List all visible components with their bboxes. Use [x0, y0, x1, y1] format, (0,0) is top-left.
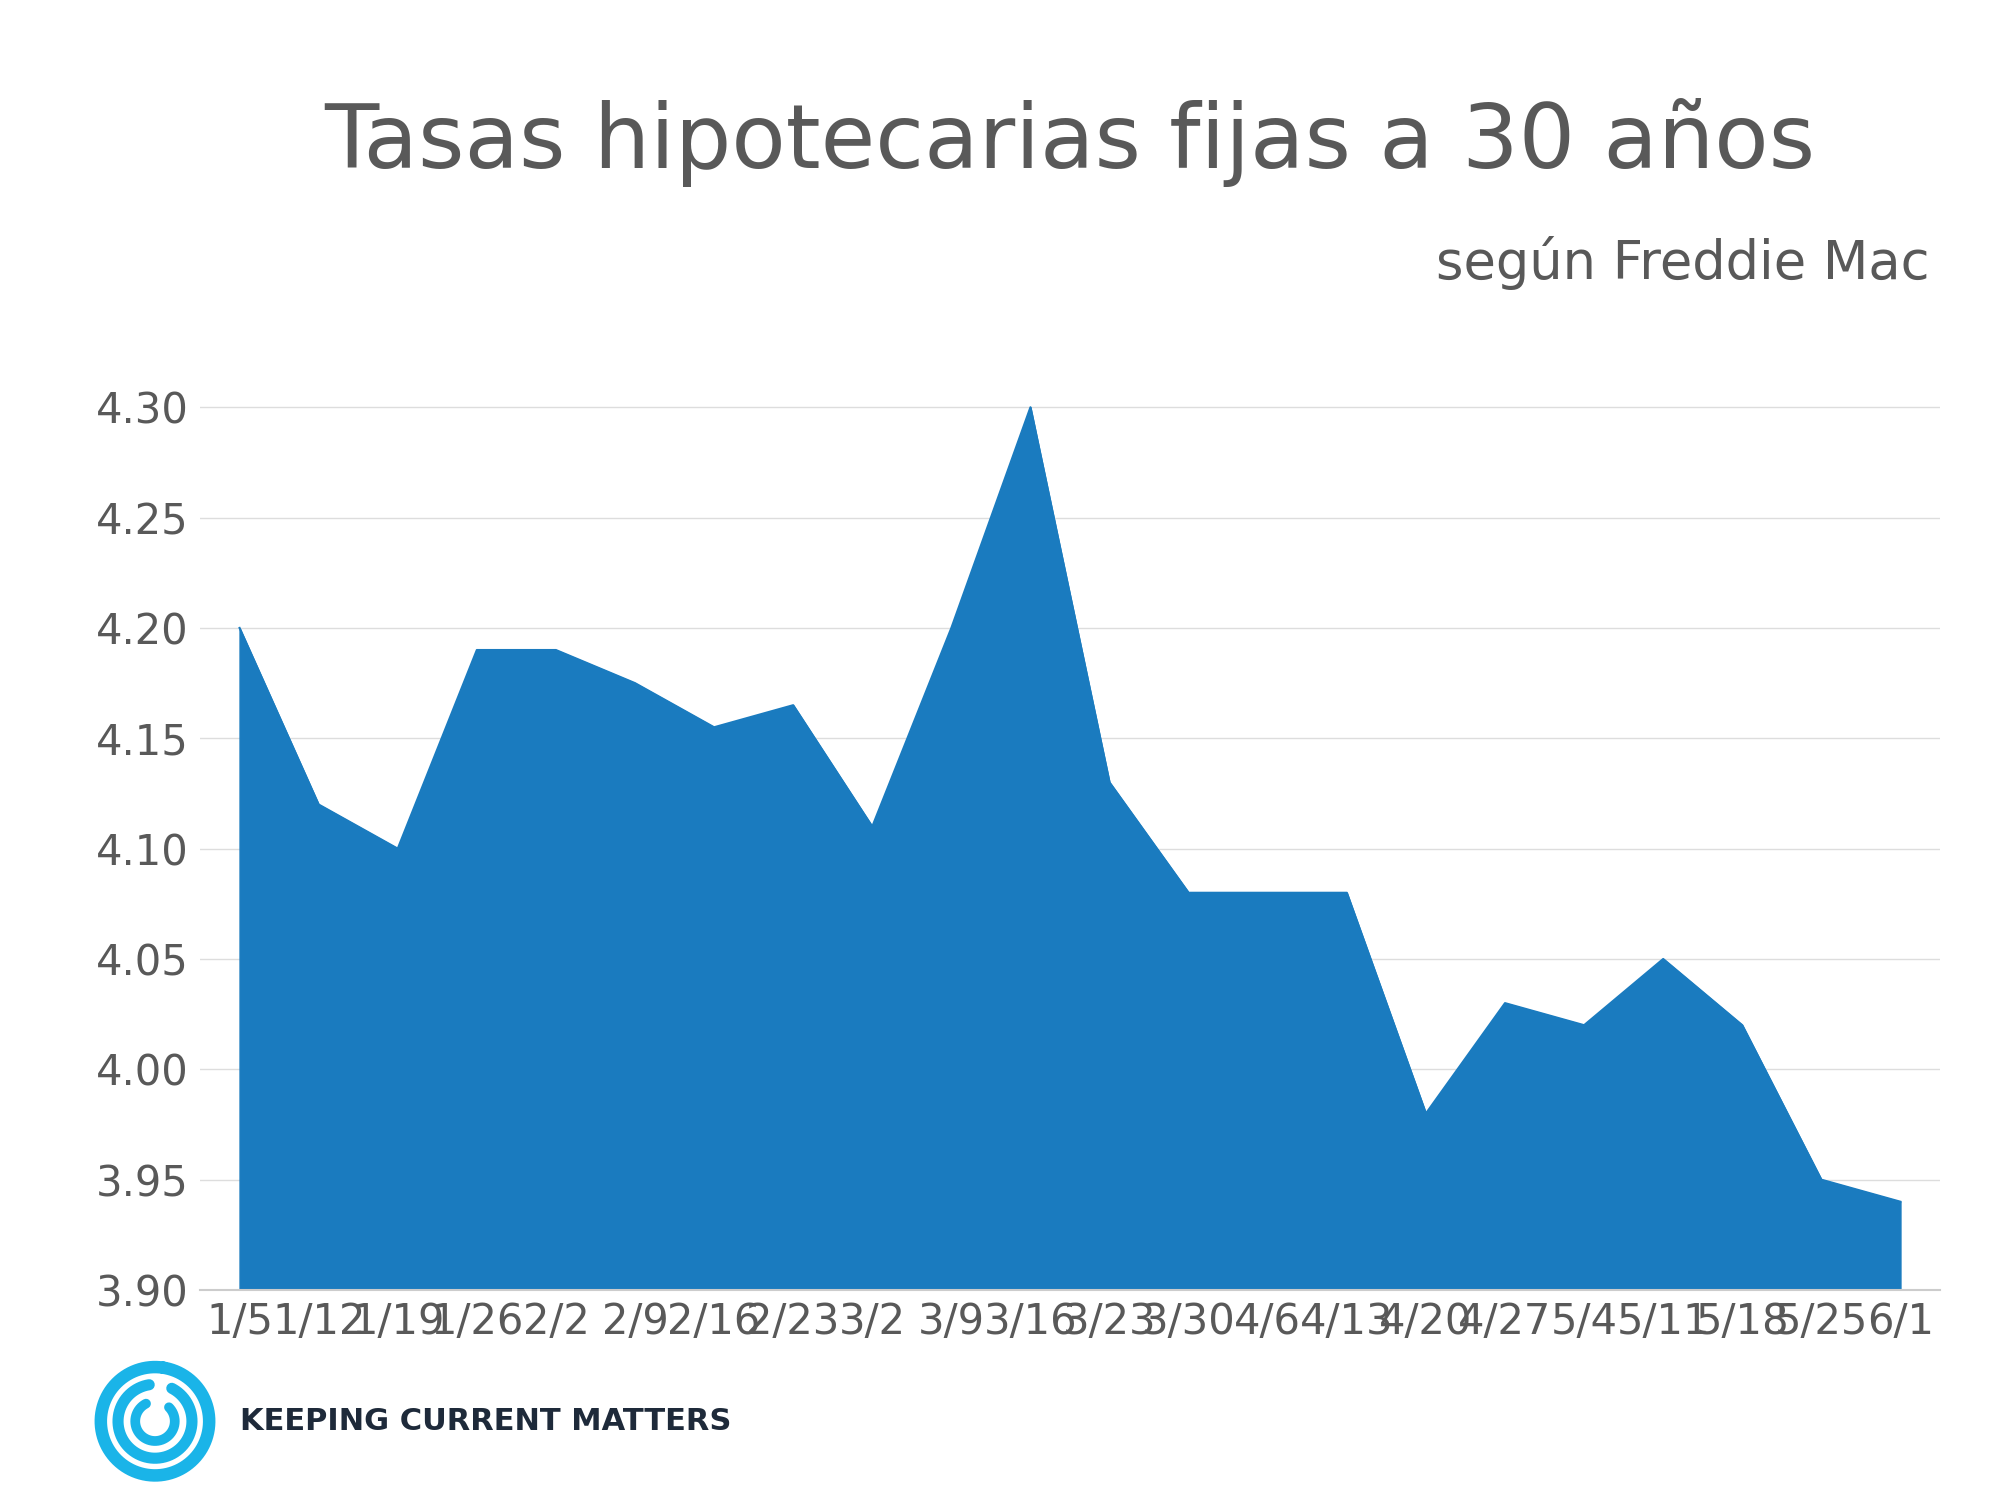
Text: según Freddie Mac: según Freddie Mac [1436, 236, 1930, 290]
Text: Tasas hipotecarias fijas a 30 años: Tasas hipotecarias fijas a 30 años [324, 98, 1816, 188]
Text: KEEPING CURRENT MATTERS: KEEPING CURRENT MATTERS [240, 1407, 732, 1437]
